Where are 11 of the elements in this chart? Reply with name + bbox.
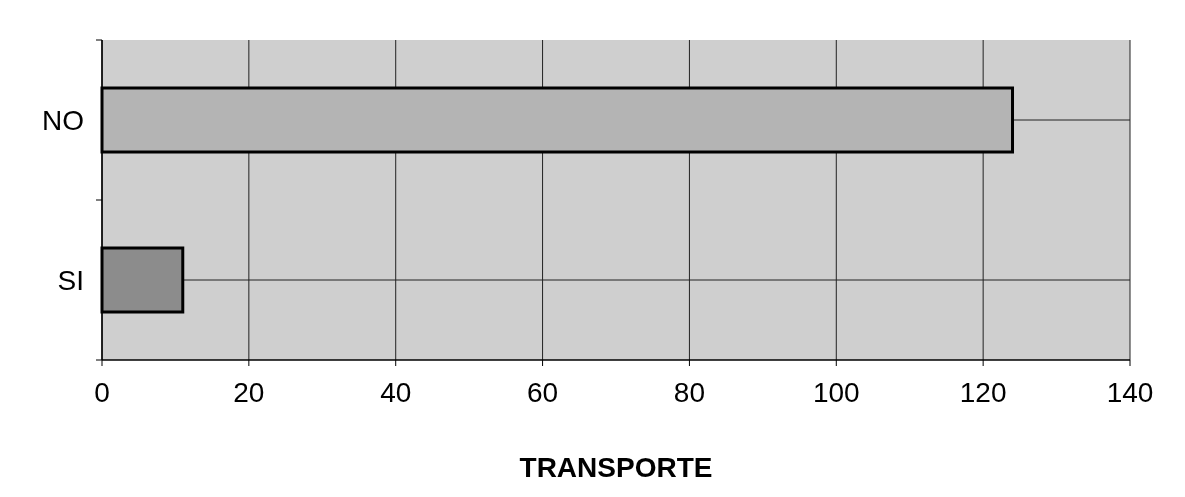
x-tick-label: 120 <box>959 377 1007 408</box>
y-tick-label: SI <box>57 265 84 296</box>
x-tick-label: 80 <box>673 377 706 408</box>
x-tick-label: 60 <box>526 377 559 408</box>
x-tick-label: 140 <box>1106 377 1154 408</box>
x-tick-label: 20 <box>233 377 265 408</box>
x-tick-label: 40 <box>380 377 412 408</box>
x-axis-title: TRANSPORTE <box>519 452 713 483</box>
x-tick-label: 100 <box>812 377 860 408</box>
y-tick-label: NO <box>42 105 84 136</box>
x-tick-label: 0 <box>94 377 110 408</box>
